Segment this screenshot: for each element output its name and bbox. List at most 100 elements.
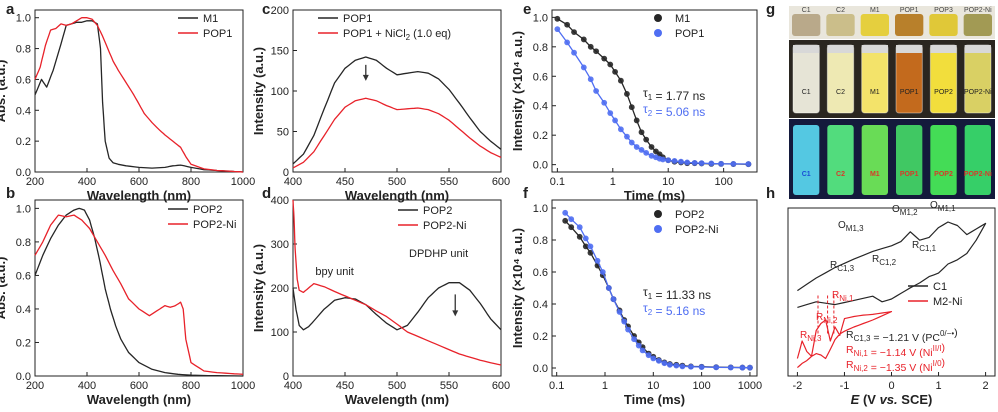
panel-label-c: c bbox=[262, 1, 270, 18]
data-point-POP2-Ni bbox=[568, 216, 575, 223]
powder-sample bbox=[929, 14, 958, 36]
panel-label-a: a bbox=[6, 1, 15, 18]
peak-label: RNi,2 bbox=[816, 312, 838, 325]
vial-daylight bbox=[929, 44, 958, 114]
x-tick-label-e: 100 bbox=[714, 176, 732, 188]
data-point-POP2-Ni bbox=[639, 347, 646, 354]
annotation-text: DPDHP unit bbox=[409, 248, 468, 260]
y-tick-label-e: 0.6 bbox=[533, 71, 548, 83]
x-tick-label-b: 800 bbox=[182, 380, 200, 392]
vial-uv-label: C1 bbox=[802, 171, 811, 178]
data-point-POP2-Ni bbox=[625, 326, 631, 333]
axes-box-f bbox=[551, 199, 758, 377]
data-point-POP2-Ni bbox=[594, 257, 601, 264]
data-point-POP1 bbox=[643, 149, 650, 156]
data-point-POP1 bbox=[612, 117, 618, 124]
vial-label: POP1 bbox=[900, 89, 919, 96]
x-tick-label-f: 0.1 bbox=[549, 380, 564, 392]
data-point-POP2 bbox=[582, 243, 589, 250]
data-point-POP1 bbox=[554, 26, 561, 33]
legend-label: POP1 + NiCl2 (1.0 eq) bbox=[343, 28, 451, 42]
y-tick-label-d: 100 bbox=[271, 327, 289, 339]
x-axis-label-e: Time (ms) bbox=[624, 188, 685, 203]
vials-uv-bg bbox=[789, 119, 995, 199]
legend-marker bbox=[654, 210, 662, 218]
x-tick-label-f: 1000 bbox=[738, 380, 762, 392]
arrow-head bbox=[452, 310, 459, 317]
potential-info-line: RC1,3 = −1.21 V (PC0/−•) bbox=[846, 327, 958, 344]
x-tick-label-h: 2 bbox=[983, 380, 989, 392]
peak-label: RC1,2 bbox=[872, 254, 897, 267]
data-point-POP1 bbox=[633, 144, 640, 150]
tau-annotation: τ1 = 11.33 ns bbox=[643, 285, 711, 302]
series-line-M1 bbox=[34, 20, 244, 173]
x-tick-label-e: 0.1 bbox=[550, 176, 565, 188]
data-point-POP1 bbox=[648, 152, 655, 159]
vial-daylight bbox=[861, 44, 889, 114]
x-tick-label-c: 400 bbox=[284, 176, 302, 188]
data-point-POP1 bbox=[607, 110, 614, 116]
data-point-M1 bbox=[643, 136, 650, 143]
x-tick-label-a: 400 bbox=[78, 176, 96, 188]
data-point-POP1 bbox=[708, 160, 715, 167]
axes-box-d bbox=[292, 199, 502, 377]
potential-info-line: RNi,1 = −1.14 V (NiII/I) bbox=[846, 342, 945, 359]
legend-label: C1 bbox=[933, 281, 947, 293]
y-axis-label-f: Intensity (×10⁴ a.u.) bbox=[510, 228, 525, 348]
data-point-M1 bbox=[580, 36, 587, 43]
data-point-M1 bbox=[633, 117, 640, 124]
data-point-POP2-Ni bbox=[739, 364, 746, 371]
peak-label: RNi,1 bbox=[832, 290, 854, 303]
data-point-POP1 bbox=[691, 159, 698, 166]
x-tick-label-a: 600 bbox=[130, 176, 148, 188]
vial-uv bbox=[896, 125, 923, 195]
x-tick-label-h: 1 bbox=[935, 380, 941, 392]
vial-uv-label: POP1 bbox=[900, 171, 919, 178]
panel-label-h: h bbox=[766, 185, 775, 202]
data-point-POP1 bbox=[698, 160, 705, 167]
panel-label-d: d bbox=[262, 185, 271, 202]
data-point-M1 bbox=[554, 15, 561, 22]
data-point-POP2-Ni bbox=[631, 336, 637, 343]
y-tick-label-c: 50 bbox=[277, 127, 289, 139]
series-line-POP1 + NiCl2 (1.0 eq) bbox=[292, 97, 502, 169]
x-axis-label-c: Wavelength (nm) bbox=[345, 188, 449, 203]
fit-line-POP2-Ni bbox=[564, 212, 750, 369]
x-tick-label-e: 1 bbox=[610, 176, 616, 188]
x-tick-label-d: 550 bbox=[440, 380, 458, 392]
data-point-POP1 bbox=[745, 161, 752, 167]
legend-marker bbox=[654, 14, 662, 22]
powder-sample bbox=[895, 14, 924, 36]
data-point-POP1 bbox=[659, 156, 666, 163]
y-tick-label-e: 0.8 bbox=[533, 42, 548, 54]
vial-label: M1 bbox=[870, 89, 880, 96]
y-axis-label-d: Intensity (a.u.) bbox=[251, 244, 266, 332]
y-tick-label-a: 1.0 bbox=[16, 13, 31, 25]
peak-label: OM1,2 bbox=[892, 204, 918, 217]
data-point-M1 bbox=[638, 129, 645, 136]
vial-daylight bbox=[826, 44, 855, 114]
y-tick-label-e: 0.0 bbox=[533, 160, 548, 172]
powder-sample bbox=[860, 14, 889, 36]
data-point-POP2-Ni bbox=[616, 309, 623, 315]
vial-neck bbox=[793, 45, 820, 53]
series-line-POP1 bbox=[34, 17, 244, 173]
y-tick-label-b: 0.0 bbox=[16, 371, 31, 383]
data-point-POP1 bbox=[601, 99, 608, 106]
x-axis-label-h: E (V vs. SCE) bbox=[851, 392, 933, 407]
vial-uv bbox=[827, 125, 854, 195]
data-point-POP2-Ni bbox=[576, 224, 583, 231]
legend-label: POP2-Ni bbox=[423, 220, 466, 232]
data-point-POP1 bbox=[665, 157, 672, 164]
series-line-POP2-Ni bbox=[34, 214, 244, 375]
x-axis-label-a: Wavelength (nm) bbox=[87, 188, 191, 203]
vial-uv bbox=[930, 125, 957, 195]
vial-uv bbox=[861, 125, 888, 195]
x-tick-label-h: -2 bbox=[793, 380, 803, 392]
x-tick-label-h: -1 bbox=[840, 380, 850, 392]
vial-daylight bbox=[895, 44, 923, 114]
x-tick-label-b: 400 bbox=[78, 380, 96, 392]
y-axis-label-c: Intensity (a.u.) bbox=[251, 47, 266, 135]
data-point-POP2-Ni bbox=[621, 318, 628, 325]
panel-label-e: e bbox=[523, 1, 531, 18]
